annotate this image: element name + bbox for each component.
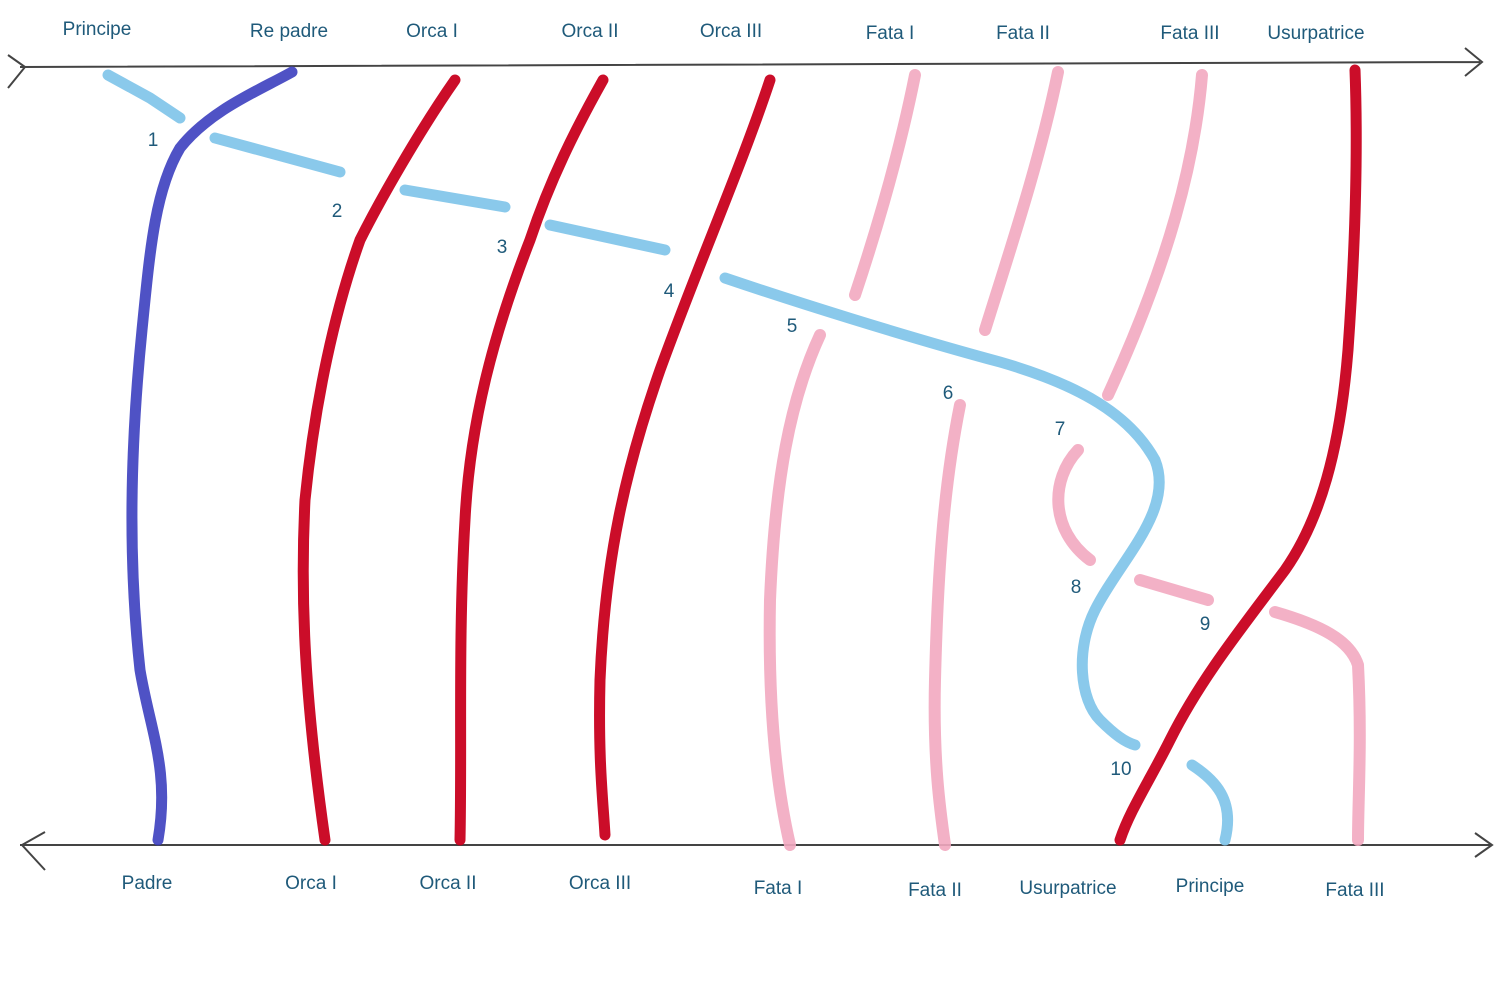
top-arrow: [7, 47, 1484, 89]
axes: [7, 47, 1494, 871]
strand-fata-3: [1134, 574, 1214, 606]
strand-fata-3: [1102, 69, 1208, 401]
strand-orca-3: [594, 74, 776, 841]
crossing-number: 2: [332, 201, 343, 222]
strand-principe: [719, 272, 1165, 751]
crossing-numbers: 1 2 3 4 5 6 7 8 9 10: [148, 130, 1211, 780]
top-label: Re padre: [250, 21, 328, 42]
crossing-number: 1: [148, 130, 159, 151]
strand-orca-1: [297, 74, 461, 846]
crossing-number: 6: [943, 383, 954, 404]
strand-fata-1: [763, 329, 826, 851]
top-label: Fata II: [996, 23, 1050, 44]
crossing-number: 7: [1055, 419, 1066, 440]
bottom-label: Usurpatrice: [1019, 878, 1116, 899]
bottom-label: Principe: [1176, 876, 1245, 897]
top-label: Fata I: [866, 23, 915, 44]
bottom-label: Padre: [122, 873, 173, 894]
bottom-label: Orca II: [419, 873, 476, 894]
strand-fata-1: [849, 69, 921, 301]
strand-principe: [209, 132, 346, 178]
crossing-number: 3: [497, 237, 508, 258]
strand-fata-2: [928, 399, 966, 851]
top-label: Orca III: [700, 21, 762, 42]
crossing-number: 10: [1110, 759, 1131, 780]
strand-fata-2: [979, 66, 1064, 336]
strand-principe-start: [102, 69, 186, 124]
bottom-label: Fata III: [1325, 880, 1384, 901]
strand-fata-3: [1052, 444, 1096, 566]
strand-re-padre: [126, 66, 298, 846]
top-label: Usurpatrice: [1267, 23, 1364, 44]
crossing-number: 5: [787, 316, 798, 337]
bottom-labels: Padre Orca I Orca II Orca III Fata I Fata II U…: [122, 873, 1385, 901]
bottom-label: Orca III: [569, 873, 631, 894]
strands: [102, 64, 1366, 851]
top-label: Fata III: [1160, 23, 1219, 44]
strand-principe-end: [1186, 759, 1234, 846]
strand-principe: [544, 219, 671, 256]
top-label: Orca II: [561, 21, 618, 42]
top-labels: Principe Re padre Orca I Orca II Orca III Fat…: [63, 19, 1365, 44]
strand-fata-3: [1269, 606, 1366, 846]
bottom-arrow: [20, 831, 1494, 871]
strand-orca-2: [454, 74, 609, 846]
bottom-label: Fata I: [754, 878, 803, 899]
strand-principe: [399, 184, 511, 213]
crossing-number: 9: [1200, 614, 1211, 635]
bottom-label: Orca I: [285, 873, 337, 894]
crossing-number: 8: [1071, 577, 1082, 598]
bottom-label: Fata II: [908, 880, 962, 901]
strand-usurpatrice: [1114, 64, 1362, 846]
top-label: Principe: [63, 19, 132, 40]
top-label: Orca I: [406, 21, 458, 42]
crossing-number: 4: [664, 281, 675, 302]
